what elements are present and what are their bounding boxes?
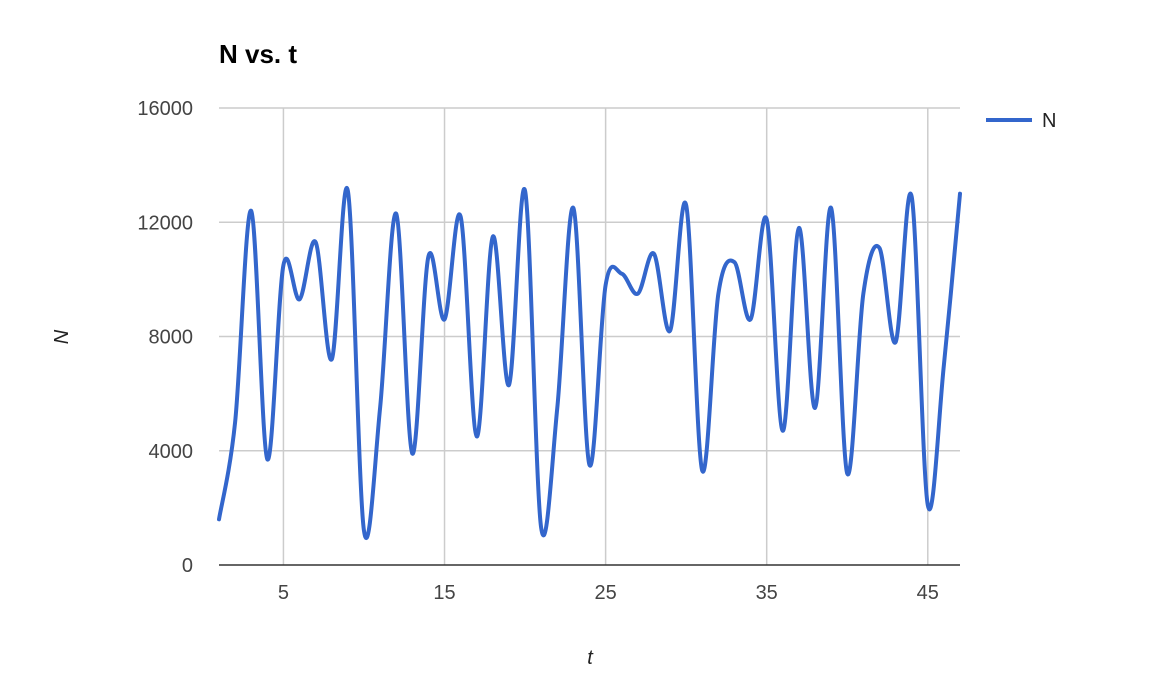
- x-axis-title: t: [587, 647, 594, 669]
- chart-title: N vs. t: [219, 39, 297, 69]
- grid: [219, 107, 960, 565]
- tick-labels: 0 4000 8000 12000 16000 5 15 25 35 45: [137, 98, 939, 604]
- x-tick-label: 25: [594, 582, 616, 604]
- series-line-N: [217, 185, 962, 541]
- legend: N: [986, 110, 1056, 132]
- x-tick-label: 45: [917, 582, 939, 604]
- x-tick-label: 15: [433, 582, 455, 604]
- y-tick-label: 0: [182, 555, 193, 577]
- x-tick-label: 5: [278, 582, 289, 604]
- y-tick-label: 12000: [137, 212, 193, 234]
- y-axis-title: N: [51, 329, 73, 344]
- x-tick-label: 35: [756, 582, 778, 604]
- series-layer: [217, 185, 962, 541]
- y-tick-label: 4000: [149, 441, 194, 463]
- y-tick-label: 16000: [137, 98, 193, 120]
- legend-label: N: [1042, 110, 1056, 132]
- y-tick-label: 8000: [149, 327, 194, 349]
